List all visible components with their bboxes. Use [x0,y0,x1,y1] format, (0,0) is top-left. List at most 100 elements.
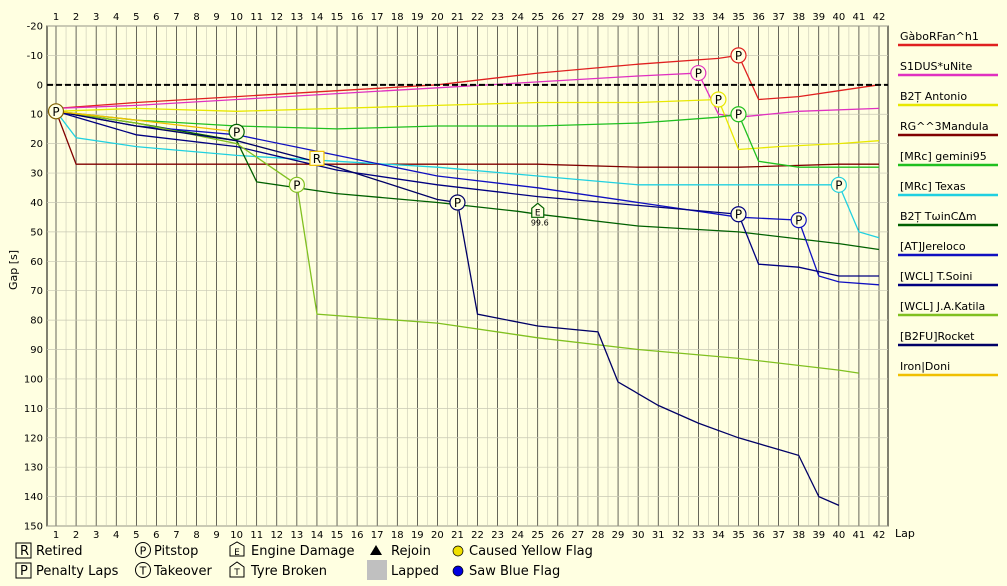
engine-damage-marker [531,202,545,218]
yellow-flag-icon [452,545,464,557]
x-tick-label-top: 17 [371,12,384,23]
tyre-broken-label: Tyre Broken [250,564,327,579]
pitstop-marker-glyph: P [735,49,742,63]
takeover-icon [135,562,151,578]
x-tick-label-bottom: 5 [133,530,139,541]
legend-label: Iron|Doni [900,360,950,373]
pitstop-marker [730,47,747,64]
tyre-broken-icon-glyph: T [233,568,240,578]
penalty-icon [15,562,32,579]
retired-icon [15,542,32,559]
series-line [55,110,880,239]
legend-label: GàboRFan^h1 [900,30,979,43]
pitstop-icon-glyph: P [140,545,147,558]
bottom-legend: R Retired P Penalty Laps P Pitstop T Tak… [15,541,593,580]
y-tick-label: 60 [30,257,43,268]
y-axis-label: Gap [s] [7,250,20,290]
x-tick-label-bottom: 13 [291,530,304,541]
pitstop-marker [730,106,747,123]
pitstop-label: Pitstop [154,544,198,559]
x-tick-label-bottom: 27 [572,530,585,541]
pitstop-marker [730,206,747,223]
series-line [55,111,879,168]
retired-icon-glyph: R [20,544,29,559]
y-tick-label: 150 [24,522,43,533]
x-tick-label-bottom: 19 [411,530,424,541]
x-tick-label-bottom: 41 [853,530,866,541]
engine-damage-icon [229,541,245,557]
pitstop-marker [47,103,65,120]
pitstop-marker [288,176,305,193]
y-tick-label: 80 [30,316,43,327]
engine-damage-icon-glyph: E [234,548,240,558]
x-tick-label-top: 2 [73,12,79,23]
x-tick-label-bottom: 4 [113,530,119,541]
y-tick-label: 30 [30,169,43,180]
x-tick-label-top: 34 [712,12,725,23]
legend-label: [MRc] gemini95 [900,150,987,163]
x-tick-label-bottom: 11 [250,530,263,541]
x-tick-label-top: 25 [531,12,544,23]
x-tick-label-top: 18 [391,12,404,23]
x-tick-label-bottom: 33 [692,530,705,541]
x-tick-label-top: 32 [672,12,685,23]
x-tick-labels: 1122334455667788991010111112121313141415… [53,12,886,541]
x-tick-label-top: 28 [592,12,605,23]
x-tick-label-bottom: 32 [672,530,685,541]
pitstop-marker [690,64,707,82]
x-tick-label-bottom: 14 [311,530,324,541]
series-line [55,110,859,374]
engine-damage-value: 99.6 [531,218,549,227]
pitstop-marker [710,91,727,108]
series-line [55,72,880,118]
takeover-label: Takeover [153,564,212,579]
x-tick-label-top: 39 [812,12,825,23]
x-tick-label-bottom: 36 [752,530,765,541]
x-tick-label-top: 15 [331,12,344,23]
x-tick-label-bottom: 17 [371,530,384,541]
x-tick-label-bottom: 10 [230,530,243,541]
pitstop-marker-glyph: P [715,93,722,107]
lapped-legend-item: Lapped [367,560,439,580]
x-tick-label-bottom: 29 [612,530,625,541]
penalty-icon-glyph: P [20,564,28,579]
x-tick-label-bottom: 6 [153,530,159,541]
x-tick-label-top: 26 [551,12,564,23]
legend-label: B2Ț TωinCΔm [900,210,977,223]
tyre-broken-icon [229,561,245,578]
y-tick-label: 70 [30,286,43,297]
rejoin-icon [370,545,382,555]
y-tick-label: 100 [24,374,43,385]
lapped-icon [367,560,387,580]
x-tick-label-top: 38 [792,12,805,23]
y-tick-label: 20 [30,139,43,150]
x-tick-label-top: 27 [572,12,585,23]
x-tick-label-bottom: 16 [351,530,364,541]
x-tick-label-top: 20 [431,12,444,23]
pitstop-marker-glyph: P [735,108,742,122]
y-tick-label: 130 [24,463,43,474]
x-tick-label-top: 10 [230,12,243,23]
x-tick-label-top: 11 [250,12,263,23]
pitstop-legend-item: P Pitstop [135,542,198,559]
x-tick-label-bottom: 31 [652,530,665,541]
engine-damage-label: Engine Damage [251,544,355,559]
x-tick-label-top: 13 [291,12,304,23]
blue-flag-label: Saw Blue Flag [469,564,560,579]
y-tick-label: 40 [30,198,43,209]
x-tick-label-bottom: 42 [873,530,886,541]
penalty-label: Penalty Laps [36,564,119,579]
x-tick-label-bottom: 1 [53,530,59,541]
series-line [55,98,880,151]
legend-label: RG^^3Mandula [900,120,989,133]
x-tick-label-bottom: 21 [451,530,464,541]
tyre-legend-item: T Tyre Broken [229,561,327,579]
x-tick-label-top: 42 [873,12,886,23]
engine-legend-item: E Engine Damage [229,541,355,559]
x-tick-label-bottom: 24 [511,530,524,541]
pitstop-marker [449,194,466,211]
x-tick-label-top: 33 [692,12,705,23]
takeover-icon-glyph: T [139,565,147,578]
